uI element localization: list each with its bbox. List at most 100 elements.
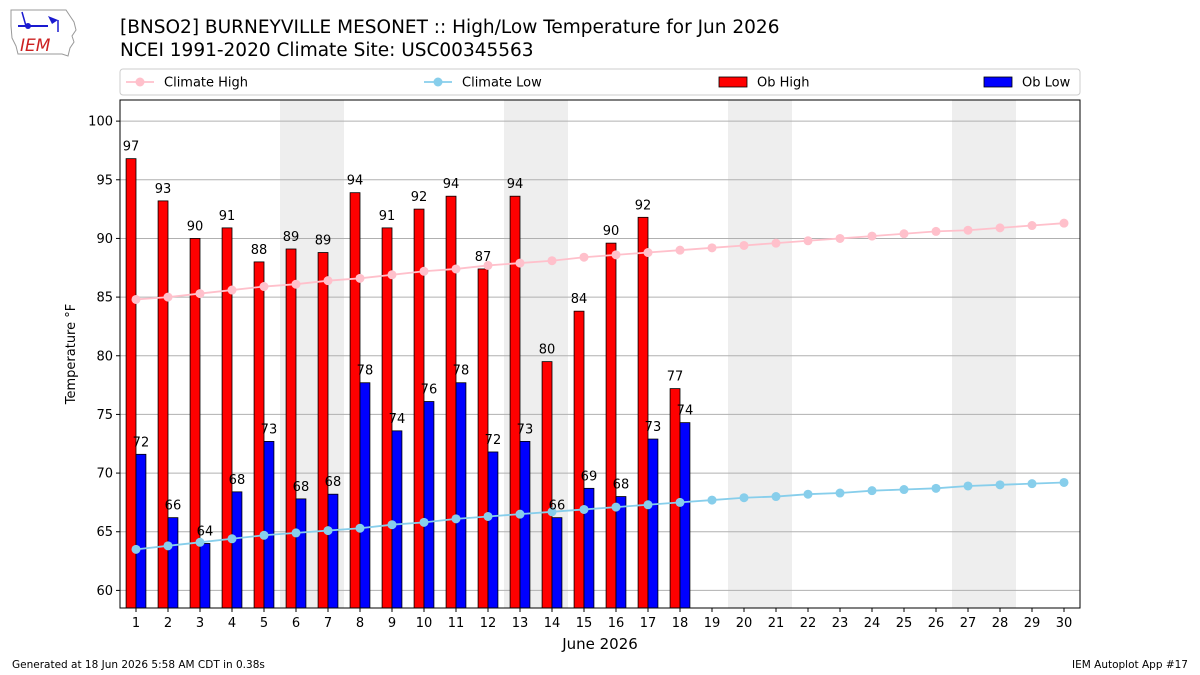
xtick-label-7: 7 bbox=[324, 616, 332, 631]
xtick-label-11: 11 bbox=[448, 616, 465, 631]
label-ob-high-17: 92 bbox=[635, 198, 652, 213]
point-climate-high-13 bbox=[515, 258, 525, 268]
chart-subtitle: NCEI 1991-2020 Climate Site: USC00345563 bbox=[120, 40, 534, 61]
logo-text: IEM bbox=[20, 36, 51, 56]
ytick-label-65: 65 bbox=[96, 525, 113, 540]
weekend-shade-28 bbox=[984, 100, 1016, 608]
bar-ob-low-9 bbox=[391, 430, 403, 609]
point-climate-low-29 bbox=[1027, 479, 1037, 489]
ytick-label-80: 80 bbox=[96, 349, 113, 364]
ytick-label-85: 85 bbox=[96, 291, 113, 306]
point-climate-high-5 bbox=[259, 282, 269, 292]
label-ob-high-16: 90 bbox=[603, 224, 620, 239]
point-climate-high-16 bbox=[611, 250, 621, 260]
label-ob-high-7: 89 bbox=[315, 234, 332, 249]
xtick-label-9: 9 bbox=[388, 616, 396, 631]
label-ob-low-10: 76 bbox=[421, 383, 438, 398]
label-ob-low-8: 78 bbox=[357, 364, 374, 379]
point-climate-high-29 bbox=[1027, 221, 1037, 231]
bar-ob-low-16 bbox=[615, 496, 627, 609]
label-ob-high-15: 84 bbox=[571, 292, 588, 307]
xtick-label-24: 24 bbox=[864, 616, 881, 631]
point-climate-low-7 bbox=[323, 526, 333, 536]
xtick-label-13: 13 bbox=[512, 616, 529, 631]
label-ob-high-2: 93 bbox=[155, 182, 172, 197]
xtick-label-29: 29 bbox=[1024, 616, 1041, 631]
chart-title: [BNSO2] BURNEYVILLE MESONET :: High/Low … bbox=[120, 17, 780, 38]
xtick-label-28: 28 bbox=[992, 616, 1009, 631]
point-climate-high-28 bbox=[995, 223, 1005, 233]
point-climate-high-2 bbox=[163, 292, 173, 302]
label-ob-low-7: 68 bbox=[325, 475, 342, 490]
bar-ob-low-6 bbox=[295, 498, 307, 609]
point-climate-high-25 bbox=[899, 229, 909, 239]
point-climate-low-26 bbox=[931, 483, 941, 493]
point-climate-low-14 bbox=[547, 507, 557, 517]
label-ob-low-6: 68 bbox=[293, 480, 310, 495]
label-ob-low-9: 74 bbox=[389, 412, 406, 427]
label-ob-low-12: 72 bbox=[485, 433, 502, 448]
bar-ob-high-6 bbox=[285, 248, 297, 609]
point-climate-high-11 bbox=[451, 264, 461, 274]
legend-label-ob-low: Ob Low bbox=[1022, 76, 1071, 91]
app-note: IEM Autoplot App #17 bbox=[1072, 659, 1188, 671]
label-ob-high-10: 92 bbox=[411, 190, 428, 205]
gridlines bbox=[120, 120, 1080, 591]
point-climate-high-10 bbox=[419, 266, 429, 276]
point-climate-high-23 bbox=[835, 233, 845, 243]
bar-ob-low-18 bbox=[679, 422, 691, 609]
label-ob-high-11: 94 bbox=[443, 177, 460, 192]
point-climate-low-21 bbox=[771, 492, 781, 502]
legend-label-ob-high: Ob High bbox=[757, 76, 810, 91]
label-ob-low-14: 66 bbox=[549, 499, 566, 514]
point-climate-low-24 bbox=[867, 486, 877, 496]
point-climate-high-15 bbox=[579, 252, 589, 262]
iem-logo: IEM bbox=[10, 9, 77, 57]
label-ob-high-4: 91 bbox=[219, 209, 236, 224]
legend-marker-climate-high bbox=[135, 77, 145, 87]
point-climate-high-20 bbox=[739, 240, 749, 250]
point-climate-low-3 bbox=[195, 537, 205, 547]
xtick-label-22: 22 bbox=[800, 616, 817, 631]
point-climate-low-2 bbox=[163, 541, 173, 551]
label-ob-high-14: 80 bbox=[539, 343, 556, 358]
label-ob-low-1: 72 bbox=[133, 435, 150, 450]
legend-swatch-ob-high bbox=[718, 76, 748, 88]
bars bbox=[125, 158, 691, 609]
climate-lines bbox=[131, 218, 1069, 554]
point-climate-low-22 bbox=[803, 489, 813, 499]
label-ob-low-17: 73 bbox=[645, 420, 662, 435]
label-ob-high-18: 77 bbox=[667, 370, 684, 385]
generated-note: Generated at 18 Jun 2026 5:58 AM CDT in … bbox=[12, 659, 265, 671]
label-ob-low-5: 73 bbox=[261, 422, 278, 437]
legend-marker-climate-low bbox=[433, 77, 443, 87]
bar-ob-low-11 bbox=[455, 382, 467, 609]
label-ob-high-9: 91 bbox=[379, 209, 396, 224]
bar-ob-low-13 bbox=[519, 441, 531, 609]
xtick-label-4: 4 bbox=[228, 616, 236, 631]
bar-ob-low-17 bbox=[647, 438, 659, 609]
point-climate-low-1 bbox=[131, 544, 141, 554]
xtick-label-21: 21 bbox=[768, 616, 785, 631]
point-climate-high-17 bbox=[643, 248, 653, 258]
bar-ob-low-3 bbox=[199, 543, 211, 609]
point-climate-low-11 bbox=[451, 514, 461, 524]
label-ob-low-13: 73 bbox=[517, 422, 534, 437]
line-climate-low bbox=[135, 481, 1065, 551]
bar-labels: 97 93 90 91 88 89 89 94 91 92 94 87 94 80 84 90 92 77 72 66… bbox=[123, 140, 693, 540]
point-climate-low-25 bbox=[899, 485, 909, 495]
point-climate-low-19 bbox=[707, 495, 717, 505]
bar-ob-high-8 bbox=[349, 192, 361, 609]
point-climate-high-3 bbox=[195, 289, 205, 299]
xtick-label-2: 2 bbox=[164, 616, 172, 631]
ytick-label-90: 90 bbox=[96, 232, 113, 247]
xtick-label-15: 15 bbox=[576, 616, 593, 631]
point-climate-low-23 bbox=[835, 488, 845, 498]
label-ob-low-15: 69 bbox=[581, 469, 598, 484]
point-climate-low-17 bbox=[643, 500, 653, 510]
line-climate-high bbox=[135, 222, 1065, 301]
xtick-label-5: 5 bbox=[260, 616, 268, 631]
point-climate-low-15 bbox=[579, 504, 589, 514]
label-ob-high-12: 87 bbox=[475, 250, 492, 265]
